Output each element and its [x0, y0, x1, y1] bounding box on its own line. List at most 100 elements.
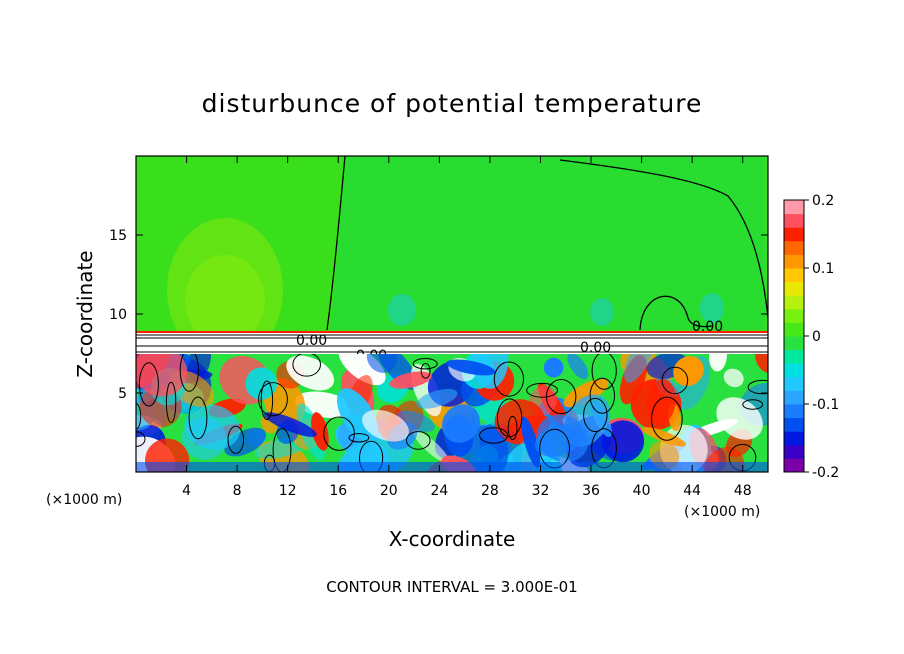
turbulence-eddy — [412, 429, 450, 464]
turbulence-eddy — [311, 412, 329, 451]
colorbar-tick-label: 0.2 — [812, 193, 834, 209]
x-tick-label: 48 — [734, 483, 752, 499]
colorbar-swatch — [784, 227, 804, 242]
turbulence-contour — [742, 399, 764, 410]
lower-bottom-band — [136, 462, 768, 472]
x-axis-title: X-coordinate — [389, 527, 516, 551]
colorbar-swatch — [784, 308, 804, 323]
contour-label-4: 0.00 — [580, 340, 611, 356]
turbulence-contour — [412, 358, 438, 370]
colorbar — [784, 200, 804, 473]
turbulence-contour — [589, 377, 615, 414]
chart-title: disturbunce of potential temperature — [202, 89, 703, 118]
contour-interval-note: CONTOUR INTERVAL = 3.000E-01 — [326, 578, 577, 596]
x-tick-label: 40 — [633, 483, 651, 499]
turbulence-contour — [323, 416, 355, 451]
x-unit-right: (×1000 m) — [684, 504, 760, 520]
colorbar-swatch — [784, 376, 804, 391]
upper-warm-blob-left-core — [185, 255, 265, 345]
turbulence-eddy — [646, 379, 676, 425]
turbulence-contour — [359, 440, 384, 472]
x-axis: 4 8 12 16 20 24 28 32 36 40 44 48 — [182, 156, 752, 499]
turbulence-contour — [546, 379, 577, 415]
turbulence-contour — [406, 431, 431, 450]
contour-zero-top — [559, 159, 768, 319]
turbulence-eddy — [286, 355, 335, 391]
x-tick-label: 36 — [582, 483, 600, 499]
turbulence-eddy — [362, 409, 409, 442]
turbulence-contour — [507, 415, 518, 441]
y-tick-label: 5 — [118, 386, 127, 402]
y-axis: 5 10 15 — [109, 228, 768, 402]
turbulence-eddy — [389, 371, 432, 389]
turbulence-contour — [583, 397, 608, 433]
x-tick-label: 28 — [481, 483, 499, 499]
turbulence-contour — [420, 363, 431, 379]
x-tick-label: 44 — [683, 483, 701, 499]
turbulence-eddy — [446, 359, 496, 376]
turbulence-contour — [258, 382, 288, 417]
colorbar-tick-label: 0.1 — [812, 261, 834, 277]
turbulence-eddy — [264, 412, 317, 437]
turbulence-contour — [227, 425, 245, 454]
cool-blob-3 — [700, 293, 724, 323]
turbulence-contour — [348, 433, 370, 443]
x-tick-label: 32 — [532, 483, 550, 499]
colorbar-swatch — [784, 281, 804, 296]
colorbar-swatch — [784, 336, 804, 351]
contour-label-2: 0.00 — [296, 333, 327, 349]
colorbar-swatch — [784, 268, 804, 283]
colorbar-swatch — [784, 390, 804, 405]
x-tick-label: 20 — [380, 483, 398, 499]
turbulence-eddy — [716, 397, 763, 440]
turbulence-contour — [526, 382, 558, 398]
turbulence-contour — [493, 361, 524, 397]
x-tick-label: 12 — [279, 483, 297, 499]
turbulence-eddy — [442, 404, 480, 443]
y-tick-label: 15 — [109, 228, 127, 244]
y-tick-label: 10 — [109, 307, 127, 323]
turbulence-eddy — [416, 388, 458, 409]
colorbar-swatch — [784, 254, 804, 269]
turbulence-eddy — [245, 367, 278, 400]
turbulence-contour — [179, 354, 199, 392]
turbulence-field — [136, 354, 768, 472]
colorbar-swatch — [784, 322, 804, 337]
turbulence-contour — [138, 362, 159, 407]
colorbar-swatch — [784, 444, 804, 459]
colorbar-swatch — [784, 404, 804, 419]
turbulence-contour — [479, 427, 509, 444]
turbulence-contour — [651, 396, 683, 441]
turbulence-contour — [747, 379, 768, 395]
turbulence-contour — [165, 381, 177, 424]
turbulence-eddy — [591, 401, 612, 438]
colorbar-swatch — [784, 417, 804, 432]
turbulence-eddy — [181, 417, 227, 460]
plot-area: 0.00 0.00 0.00 0.00 — [136, 156, 768, 472]
x-unit-left: (×1000 m) — [46, 492, 122, 508]
contour-zero-main — [326, 156, 346, 331]
turbulence-eddy — [338, 354, 386, 386]
colorbar-swatch — [784, 363, 804, 378]
turbulence-eddy — [543, 357, 564, 378]
turbulence-contour — [292, 354, 321, 377]
turbulence-eddy — [396, 410, 435, 432]
colorbar-swatch — [784, 240, 804, 255]
upper-region-a — [330, 156, 765, 330]
colorbar-tick-label: -0.2 — [812, 465, 839, 481]
turbulence-eddy — [136, 354, 188, 397]
x-tick-label: 8 — [233, 483, 242, 499]
turbulence-eddy — [601, 420, 645, 463]
interface-band — [136, 331, 768, 354]
colorbar-swatch — [784, 213, 804, 228]
x-tick-label: 4 — [182, 483, 191, 499]
turbulence-eddy — [642, 426, 686, 447]
turbulence-eddy — [755, 354, 768, 373]
colorbar-tick-label: 0 — [812, 329, 821, 345]
turbulence-eddy — [366, 354, 398, 373]
colorbar-swatch — [784, 295, 804, 310]
cool-blob-1 — [388, 294, 416, 326]
turbulence-eddy — [673, 356, 704, 387]
colorbar-tick-label: -0.1 — [812, 397, 839, 413]
